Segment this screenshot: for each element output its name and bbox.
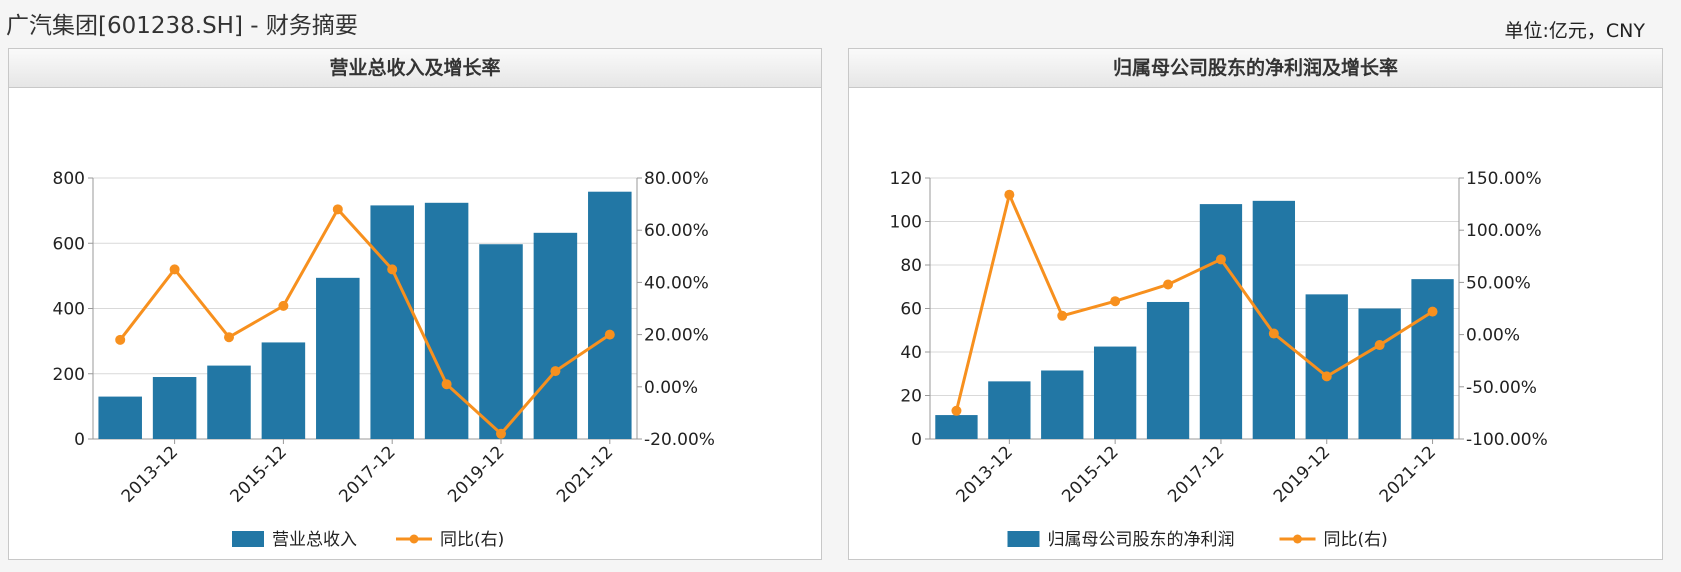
bar xyxy=(424,202,469,439)
right-axis-tick-label: 100.00% xyxy=(1466,221,1542,241)
left-axis-tick-label: 400 xyxy=(53,300,85,320)
growth-point xyxy=(1163,279,1174,290)
x-axis-tick-label: 2013-12 xyxy=(118,442,182,506)
revenue-chart-title: 营业总收入及增长率 xyxy=(9,49,821,88)
bar xyxy=(1411,279,1454,439)
x-axis-tick-label: 2015-12 xyxy=(1058,442,1122,506)
growth-point xyxy=(169,264,180,275)
x-axis-tick-label: 2015-12 xyxy=(227,442,291,506)
x-axis-tick-label: 2019-12 xyxy=(1270,442,1334,506)
growth-point xyxy=(1057,310,1068,321)
bar xyxy=(316,277,360,439)
bar xyxy=(98,396,142,439)
legend-bar-label: 归属母公司股东的净利润 xyxy=(1048,530,1235,550)
growth-point xyxy=(115,334,126,345)
right-axis-tick-label: -20.00% xyxy=(644,430,715,450)
unit-label: 单位:亿元，CNY xyxy=(1504,20,1646,42)
bar xyxy=(152,377,197,439)
legend-bar-swatch xyxy=(1007,531,1040,547)
right-axis-tick-label: 50.00% xyxy=(1466,273,1531,293)
bar xyxy=(261,342,306,439)
bar xyxy=(370,205,414,439)
right-axis-tick-label: 60.00% xyxy=(644,221,709,241)
growth-point xyxy=(387,264,398,275)
growth-point xyxy=(550,366,561,377)
left-axis-tick-label: 80 xyxy=(900,256,922,276)
x-axis-tick-label: 2017-12 xyxy=(335,442,399,506)
left-axis-tick-label: 20 xyxy=(900,387,922,407)
growth-point xyxy=(1427,306,1438,317)
bar xyxy=(588,191,632,439)
legend-line-label: 同比(右) xyxy=(1324,530,1388,550)
right-axis-tick-label: 150.00% xyxy=(1466,169,1542,189)
right-axis-tick-label: 0.00% xyxy=(644,378,698,398)
x-axis-tick-label: 2019-12 xyxy=(444,442,508,506)
growth-point xyxy=(951,405,962,416)
net-profit-chart: 0 20 40 60 80 100 120 -100.00% -50.00% 0.00% 50.00… xyxy=(890,169,1548,550)
bar xyxy=(1146,301,1190,439)
legend-bar-label: 营业总收入 xyxy=(272,530,357,550)
left-axis-tick-label: 60 xyxy=(900,300,922,320)
right-axis-tick-label: 80.00% xyxy=(644,169,709,189)
growth-point xyxy=(604,329,615,340)
net-profit-chart-panel: 归属母公司股东的净利润及增长率 0 20 40 60 80 100 120 -100.00% -… xyxy=(848,48,1663,560)
legend-line-marker xyxy=(409,534,419,544)
bar xyxy=(207,365,251,439)
x-axis-tick-label: 2021-12 xyxy=(553,442,617,506)
left-axis-tick-label: 0 xyxy=(74,430,85,450)
x-axis-tick-label: 2021-12 xyxy=(1376,442,1440,506)
growth-point xyxy=(1321,371,1332,382)
bar xyxy=(988,381,1031,439)
bar xyxy=(1358,308,1401,439)
growth-point xyxy=(1215,254,1226,265)
revenue-chart-panel: 营业总收入及增长率 0 200 400 600 800 -20.00% 0.00% 20.00… xyxy=(8,48,822,560)
growth-point xyxy=(441,379,452,390)
left-axis-tick-label: 800 xyxy=(53,169,85,189)
right-axis-tick-label: -100.00% xyxy=(1466,430,1548,450)
growth-point xyxy=(224,332,234,343)
bar xyxy=(935,415,978,439)
growth-line xyxy=(954,190,1434,412)
left-axis-tick-label: 100 xyxy=(890,213,922,233)
bar xyxy=(1199,204,1243,439)
growth-point xyxy=(332,204,343,215)
left-axis-tick-label: 200 xyxy=(53,365,85,385)
growth-point xyxy=(1374,340,1385,351)
growth-line xyxy=(119,206,611,436)
left-axis-tick-label: 120 xyxy=(890,169,922,189)
growth-point xyxy=(1110,296,1121,307)
legend-bar-swatch xyxy=(232,531,264,547)
bar xyxy=(1041,370,1084,439)
left-axis-tick-label: 0 xyxy=(911,430,922,450)
left-axis-tick-label: 600 xyxy=(53,234,85,254)
right-axis-tick-label: 0.00% xyxy=(1466,326,1520,346)
left-axis-tick-label: 40 xyxy=(900,343,922,363)
legend-line-marker xyxy=(1293,534,1302,544)
bar xyxy=(1093,346,1137,439)
bar xyxy=(479,244,523,439)
growth-point xyxy=(496,428,506,439)
growth-point xyxy=(278,300,289,311)
revenue-chart: 0 200 400 600 800 -20.00% 0.00% 20.00% 40.00% 60.… xyxy=(53,169,715,550)
right-axis-tick-label: -50.00% xyxy=(1466,378,1537,398)
page-title: 广汽集团[601238.SH] - 财务摘要 xyxy=(6,13,358,39)
bar xyxy=(533,232,578,439)
bar xyxy=(1252,200,1296,439)
x-axis-tick-label: 2017-12 xyxy=(1164,442,1228,506)
legend-line-label: 同比(右) xyxy=(440,530,504,550)
right-axis-tick-label: 20.00% xyxy=(644,326,709,346)
growth-point xyxy=(1004,189,1015,200)
growth-point xyxy=(1268,328,1279,339)
right-axis-tick-label: 40.00% xyxy=(644,273,709,293)
net-profit-chart-title: 归属母公司股东的净利润及增长率 xyxy=(849,49,1662,88)
x-axis-tick-label: 2013-12 xyxy=(953,442,1017,506)
